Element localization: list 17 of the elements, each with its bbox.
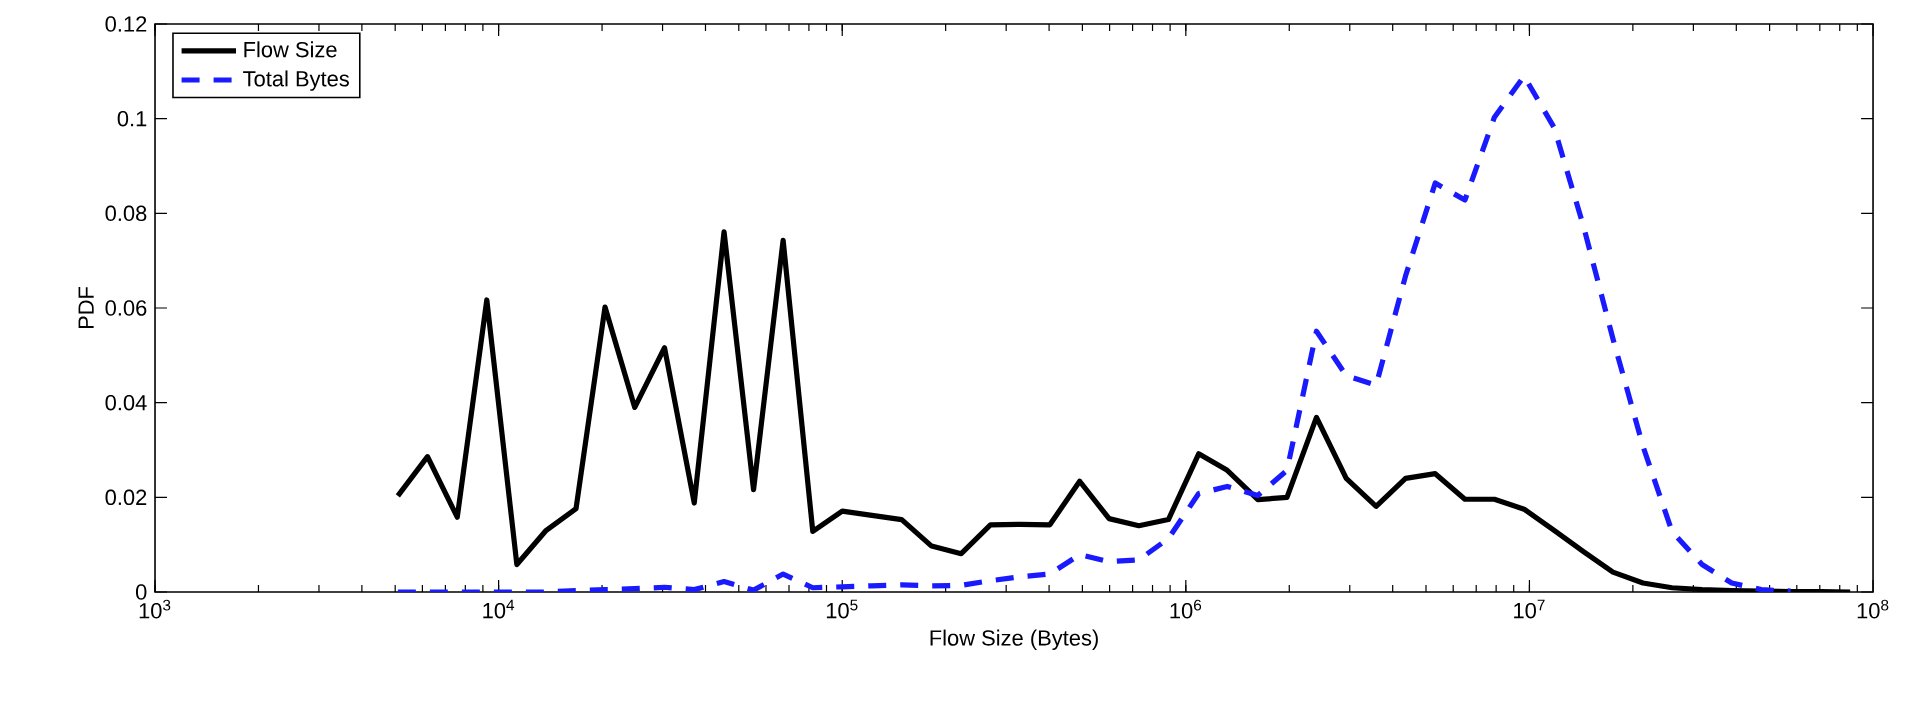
- y-tick-label: 0.12: [105, 16, 147, 32]
- x-axis-title: Flow Size (Bytes): [930, 629, 1098, 650]
- x-tick-label: 10$^{3}$: [139, 599, 171, 619]
- y-tick-label: 0: [135, 584, 147, 600]
- legend-label: Total Bytes: [243, 70, 349, 91]
- y-tick-label: 0.1: [117, 110, 147, 127]
- x-tick-label: 10$^{7}$: [1514, 599, 1545, 619]
- y-tick-label: 0.06: [105, 300, 147, 316]
- y-axis-title: PDF: [78, 286, 94, 329]
- y-tick-label: 0.08: [105, 205, 147, 222]
- x-tick-label: 10$^{5}$: [826, 599, 858, 619]
- legend-label: Flow Size: [244, 41, 337, 58]
- x-tick-label: 10$^{4}$: [483, 599, 515, 619]
- x-tick-label: 10$^{6}$: [1170, 599, 1202, 619]
- y-tick-label: 0.02: [105, 489, 147, 506]
- x-tick-label: 10$^{8}$: [1857, 599, 1889, 619]
- y-tick-label: 0.04: [105, 394, 147, 411]
